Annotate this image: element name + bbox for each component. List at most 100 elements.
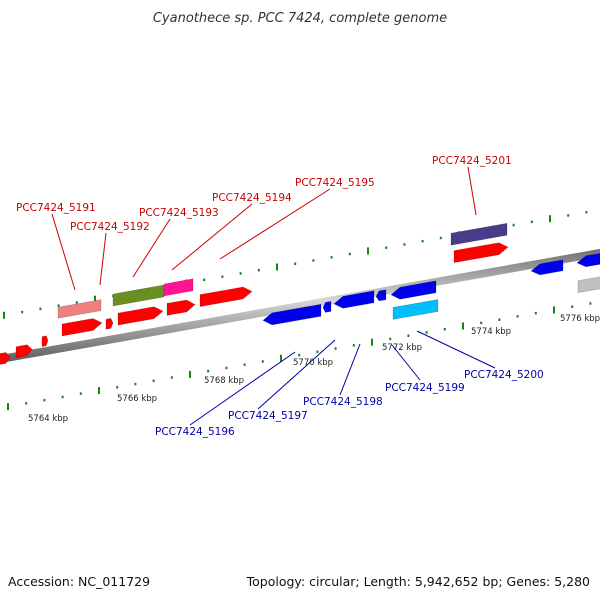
gene-feature <box>0 352 11 365</box>
upper-scale-tick <box>3 311 5 319</box>
upper-scale-tick <box>439 236 442 240</box>
gene-leader-line <box>467 166 477 216</box>
lower-scale-tick <box>371 338 373 346</box>
upper-scale-tick <box>57 304 60 307</box>
upper-scale-tick <box>21 310 24 314</box>
scale-labels: 5764 kbp 5766 kbp 5768 kbp 5770 kbp 5772 kbp… <box>28 314 600 424</box>
lower-scale-tick <box>134 382 137 386</box>
lower-scale-tick <box>553 306 555 314</box>
gene-leader-line <box>416 330 496 369</box>
upper-scale-tick <box>294 262 297 265</box>
upper-scale-tick <box>94 295 96 303</box>
gene-feature <box>117 306 164 326</box>
lower-scale-tick <box>225 366 228 370</box>
genome-title: Cyanothece sp. PCC 7424, complete genome <box>153 11 447 26</box>
lower-scale-tick <box>407 334 410 337</box>
upper-scale-tick <box>257 268 260 272</box>
lower-scale-tick <box>498 318 501 321</box>
gene-label-forward: PCC7424_5201 <box>432 155 512 167</box>
lower-scale-tick <box>152 379 155 383</box>
label-leader-lines <box>51 166 496 426</box>
upper-scale-tick <box>239 272 242 275</box>
upper-scale-tick <box>39 307 42 311</box>
lower-scale-tick <box>7 403 9 411</box>
scale-label: 5776 kbp <box>560 314 600 324</box>
gene-feature <box>390 280 437 300</box>
lower-scale-tick <box>316 350 319 354</box>
gene-label-reverse: PCC7424_5196 <box>155 426 235 438</box>
gene-leader-line <box>171 203 253 271</box>
lower-scale-tick <box>189 370 191 378</box>
gene-leader-line <box>339 343 361 396</box>
lower-scale-tick <box>243 363 246 366</box>
gene-feature <box>392 299 439 320</box>
upper-scale-tick <box>512 223 515 227</box>
backbone-bar <box>0 248 600 364</box>
genome-backbone <box>0 248 600 364</box>
gene-feature <box>105 318 114 330</box>
gene-leader-line <box>132 218 171 278</box>
gene-feature <box>450 222 508 246</box>
scale-label: 5768 kbp <box>204 376 244 386</box>
gene-label-reverse: PCC7424_5200 <box>464 369 544 381</box>
gene-feature <box>163 278 194 297</box>
lower-scale-tick <box>534 311 537 315</box>
gene-label-forward: PCC7424_5194 <box>212 192 292 204</box>
lower-scale-tick <box>61 395 64 399</box>
gene-feature <box>41 335 49 347</box>
lower-scale-tick <box>25 402 28 405</box>
gene-leader-line <box>391 344 421 381</box>
gene-feature <box>375 289 387 302</box>
upper-scale-tick <box>276 263 278 271</box>
gene-feature <box>333 290 375 309</box>
lower-scale-tick <box>170 376 173 379</box>
lower-scale-tick <box>298 353 301 357</box>
gene-features <box>0 222 600 365</box>
lower-scale-tick <box>352 344 355 347</box>
upper-scale-tick <box>312 259 315 262</box>
gene-feature <box>453 242 509 263</box>
gene-feature <box>61 318 103 337</box>
lower-scale-tick <box>334 347 337 350</box>
lower-scale-tick <box>589 302 592 305</box>
lower-scale-tick <box>116 386 119 389</box>
lower-scale-tick <box>389 337 392 341</box>
gene-feature <box>262 303 322 326</box>
gene-leader-line <box>99 232 107 286</box>
upper-scale-tick <box>403 243 406 246</box>
lower-scale-tick <box>480 321 483 325</box>
lower-scale-tick <box>261 360 264 363</box>
lower-scale-tick <box>462 322 464 330</box>
gene-label-reverse: PCC7424_5197 <box>228 410 308 422</box>
upper-scale-tick <box>348 252 351 256</box>
upper-scale-tick <box>367 247 369 255</box>
scale-ticks <box>3 211 592 411</box>
upper-scale-tick <box>203 278 206 282</box>
gene-feature <box>577 276 600 294</box>
gene-leader-line <box>257 339 336 410</box>
gene-leader-line <box>189 351 296 426</box>
gene-feature <box>576 253 600 268</box>
upper-scale-tick <box>421 239 424 243</box>
accession-label: Accession: NC_011729 <box>8 574 150 589</box>
gene-feature <box>15 344 33 359</box>
gene-feature <box>530 259 564 276</box>
gene-label-reverse: PCC7424_5198 <box>303 396 383 408</box>
lower-scale-tick <box>425 331 428 334</box>
gene-label-forward: PCC7424_5195 <box>295 177 375 189</box>
upper-scale-tick <box>330 256 333 259</box>
gene-feature <box>112 284 165 307</box>
lower-scale-tick <box>571 305 574 308</box>
upper-scale-tick <box>567 214 570 217</box>
genome-summary-label: Topology: circular; Length: 5,942,652 bp… <box>246 574 590 589</box>
scale-label: 5770 kbp <box>293 358 333 368</box>
gene-feature <box>199 286 253 307</box>
lower-scale-tick <box>516 315 519 318</box>
gene-labels: PCC7424_5191 PCC7424_5192 PCC7424_5193 PCC7… <box>16 155 544 438</box>
gene-feature <box>166 299 196 316</box>
gene-feature <box>57 299 102 319</box>
scale-label: 5766 kbp <box>117 394 157 404</box>
gene-label-forward: PCC7424_5192 <box>70 221 150 233</box>
gene-label-reverse: PCC7424_5199 <box>385 382 465 394</box>
